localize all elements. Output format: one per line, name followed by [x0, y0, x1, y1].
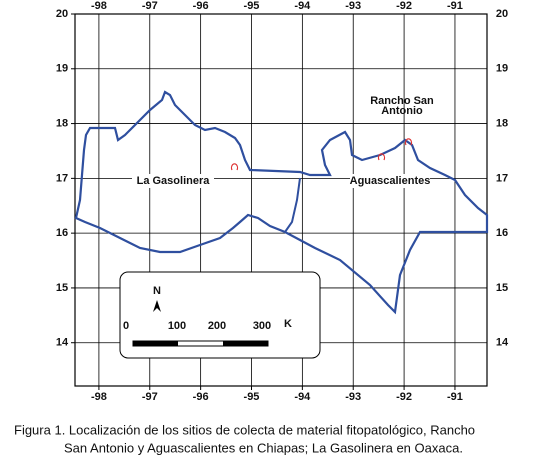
x-tick-label: -97 [142, 391, 158, 403]
border-line [284, 177, 301, 233]
site-marker [377, 153, 386, 161]
map-frame [74, 13, 488, 387]
y-tick-label: 16 [56, 227, 68, 239]
x-tick-label: -94 [294, 0, 311, 12]
y-tick-label: 17 [496, 172, 508, 184]
north-label: N [153, 285, 161, 297]
scale-label: 200 [208, 320, 226, 332]
label-bg [132, 174, 214, 188]
site-marker [404, 138, 413, 146]
x-tick-label: -92 [396, 0, 412, 12]
site-marker [230, 163, 239, 171]
place-label: Antonio [381, 105, 423, 117]
x-tick-label: -93 [345, 391, 361, 403]
x-tick-label: -95 [244, 0, 260, 12]
y-tick-label: 16 [496, 227, 508, 239]
caption-line: San Antonio y Aguascalientes en Chiapas;… [64, 440, 463, 455]
y-tick-label: 15 [496, 282, 508, 294]
caption-line: Figura 1. Localización de los sitios de … [14, 422, 475, 437]
x-tick-label: -96 [193, 391, 209, 403]
y-tick-label: 19 [496, 63, 508, 75]
x-tick-label: -94 [294, 391, 311, 403]
scale-unit: K [284, 318, 292, 330]
x-tick-label: -98 [91, 391, 107, 403]
scale-label: 0 [123, 320, 129, 332]
y-tick-label: 19 [56, 63, 68, 75]
x-tick-label: -91 [447, 391, 463, 403]
place-label: Rancho San [370, 95, 434, 107]
y-tick-label: 20 [56, 8, 68, 20]
scale-label: 100 [168, 320, 186, 332]
y-tick-label: 18 [496, 117, 508, 129]
place-label: Aguascalientes [350, 175, 431, 187]
x-tick-label: -98 [91, 0, 107, 12]
y-tick-label: 15 [56, 282, 68, 294]
x-tick-label: -96 [193, 0, 209, 12]
x-tick-label: -93 [345, 0, 361, 12]
north-arrow [153, 300, 161, 312]
place-label: La Gasolinera [137, 175, 211, 187]
y-tick-label: 18 [56, 117, 68, 129]
scale-label: 300 [253, 320, 271, 332]
x-tick-label: -91 [447, 0, 463, 12]
label-bg [350, 174, 430, 188]
scale-segment [133, 341, 178, 346]
scale-segment [223, 341, 268, 346]
y-tick-label: 20 [496, 8, 508, 20]
x-tick-label: -92 [396, 391, 412, 403]
x-tick-label: -95 [244, 391, 260, 403]
y-tick-label: 14 [56, 337, 69, 349]
x-tick-label: -97 [142, 0, 158, 12]
y-tick-label: 14 [496, 337, 509, 349]
scale-box [119, 271, 321, 359]
y-tick-label: 17 [56, 172, 68, 184]
state-outline [74, 90, 489, 315]
